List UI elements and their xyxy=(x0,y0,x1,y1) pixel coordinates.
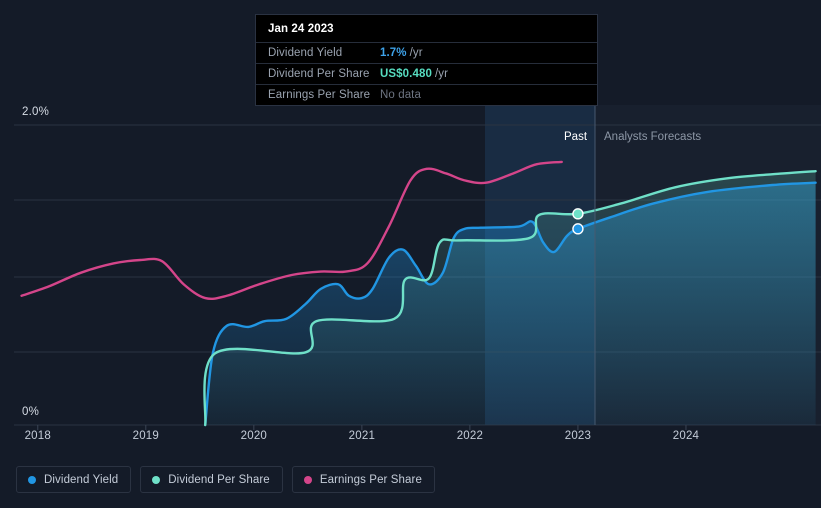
chart-plot-area[interactable]: 2.0% 0% 2018 2019 2020 2021 2022 2023 2024 Pas… xyxy=(0,0,821,455)
chart-legend[interactable]: Dividend Yield Dividend Per Share Earnings… xyxy=(16,466,435,493)
x-axis-tick-label: 2022 xyxy=(456,430,484,442)
legend-color-dot-icon xyxy=(152,475,161,484)
y-axis-tick-bottom: 0% xyxy=(22,406,40,418)
legend-item-dividend-yield[interactable]: Dividend Yield xyxy=(16,466,132,493)
tooltip-row-value: 1.7%/yr xyxy=(380,47,423,59)
x-axis-tick-label: 2019 xyxy=(132,430,159,442)
chart-tooltip: Jan 24 2023 Dividend Yield 1.7%/yr Dividen… xyxy=(255,14,598,106)
chart-svg xyxy=(14,14,821,430)
earnings-per-share-line xyxy=(20,160,563,301)
x-axis-tick-label: 2023 xyxy=(564,430,592,442)
dividend-per-share-area xyxy=(204,171,816,425)
tooltip-row-label: Dividend Yield xyxy=(268,47,343,59)
tooltip-row-value: US$0.480/yr xyxy=(380,68,448,80)
tooltip-row-unit: /yr xyxy=(434,68,449,80)
past-label: Past xyxy=(564,131,588,143)
tooltip-row-number: No data xyxy=(380,89,421,101)
legend-label: Earnings Per Share xyxy=(319,473,422,486)
legend-label: Dividend Per Share xyxy=(168,473,270,486)
legend-item-earnings-per-share[interactable]: Earnings Per Share xyxy=(291,466,435,493)
x-axis-tick-label: 2020 xyxy=(240,430,268,442)
tooltip-row-label: Dividend Per Share xyxy=(268,68,370,80)
tooltip-row: Earnings Per Share No data xyxy=(256,84,597,105)
x-axis-ticks xyxy=(37,425,687,430)
tooltip-row-number: 1.7% xyxy=(380,47,407,59)
tooltip-row-number: US$0.480 xyxy=(380,68,432,80)
legend-color-dot-icon xyxy=(303,475,312,484)
x-axis-tick-label: 2021 xyxy=(348,430,376,442)
dividend-per-share-line xyxy=(203,169,817,427)
x-axis-labels: 2018 2019 2020 2021 2022 2023 2024 xyxy=(0,430,821,450)
series-markers[interactable] xyxy=(572,208,584,235)
legend-item-dividend-per-share[interactable]: Dividend Per Share xyxy=(140,466,283,493)
legend-color-dot-icon xyxy=(28,475,36,484)
analysts-forecasts-label: Analysts Forecasts xyxy=(604,131,702,143)
legend-label: Dividend Yield xyxy=(44,473,119,486)
x-axis-tick-label: 2018 xyxy=(24,430,51,442)
tooltip-row: Dividend Yield 1.7%/yr xyxy=(256,42,597,63)
tooltip-row-unit: /yr xyxy=(409,47,423,59)
tooltip-date: Jan 24 2023 xyxy=(268,23,334,35)
tooltip-row-value: No data xyxy=(380,89,421,101)
tooltip-row: Dividend Per Share US$0.480/yr xyxy=(256,63,597,84)
x-axis-tick-label: 2024 xyxy=(672,430,700,442)
y-axis-tick-top: 2.0% xyxy=(22,106,50,118)
tooltip-rows: Dividend Yield 1.7%/yr Dividend Per Share U… xyxy=(256,42,597,105)
tooltip-row-label: Earnings Per Share xyxy=(268,89,371,101)
series-marker[interactable] xyxy=(572,208,584,220)
series-marker[interactable] xyxy=(572,223,584,235)
